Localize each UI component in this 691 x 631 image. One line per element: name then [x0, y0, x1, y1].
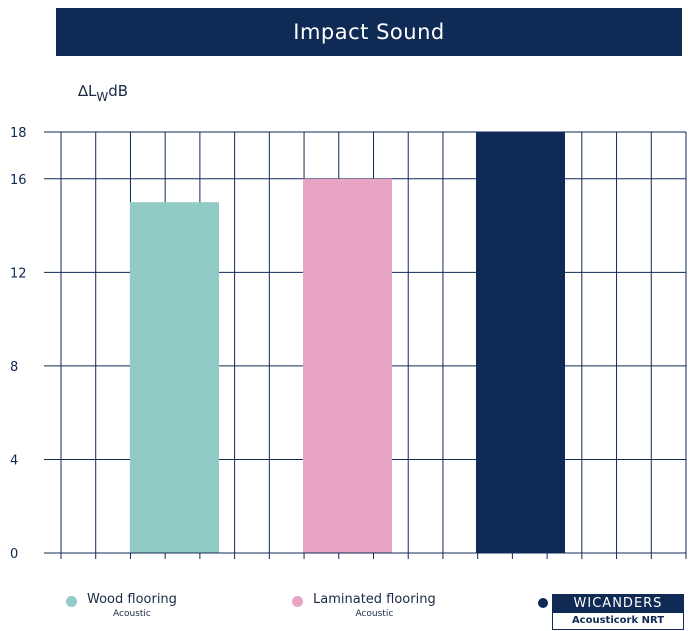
- legend-item-wood: Wood flooring Acoustic: [66, 592, 177, 619]
- bar-3: [476, 132, 565, 553]
- y-tick-label: 8: [10, 360, 18, 375]
- legend-sublabel-laminated: Acoustic: [355, 609, 394, 619]
- brand-product: Acousticork NRT: [571, 615, 665, 626]
- unit-suffix: dB: [108, 82, 129, 100]
- legend-item-laminated: Laminated flooring Acoustic: [292, 592, 436, 619]
- brand-logo: WICANDERS Acousticork NRT: [552, 594, 684, 630]
- y-tick-label: 0: [10, 547, 18, 562]
- chart-title: Impact Sound: [56, 8, 682, 56]
- unit-subscript: W: [96, 90, 109, 104]
- bar-2: [303, 178, 392, 553]
- legend-label-laminated: Laminated flooring: [313, 592, 436, 607]
- unit-prefix: ∆L: [78, 82, 97, 100]
- brand-name: WICANDERS: [553, 595, 683, 613]
- legend-sublabel-wood: Acoustic: [113, 609, 151, 619]
- legend-label-wood: Wood flooring: [87, 592, 177, 607]
- y-tick-label: 16: [10, 173, 27, 188]
- legend-swatch-laminated: [292, 596, 303, 607]
- legend-swatch-wood: [66, 596, 77, 607]
- bar-1: [130, 202, 219, 553]
- y-tick-label: 4: [10, 453, 18, 468]
- y-tick-label: 18: [10, 126, 27, 141]
- y-tick-label: 12: [10, 266, 27, 281]
- y-axis-unit-label: ∆LWdB: [78, 82, 129, 104]
- legend-swatch-brand: [538, 598, 548, 608]
